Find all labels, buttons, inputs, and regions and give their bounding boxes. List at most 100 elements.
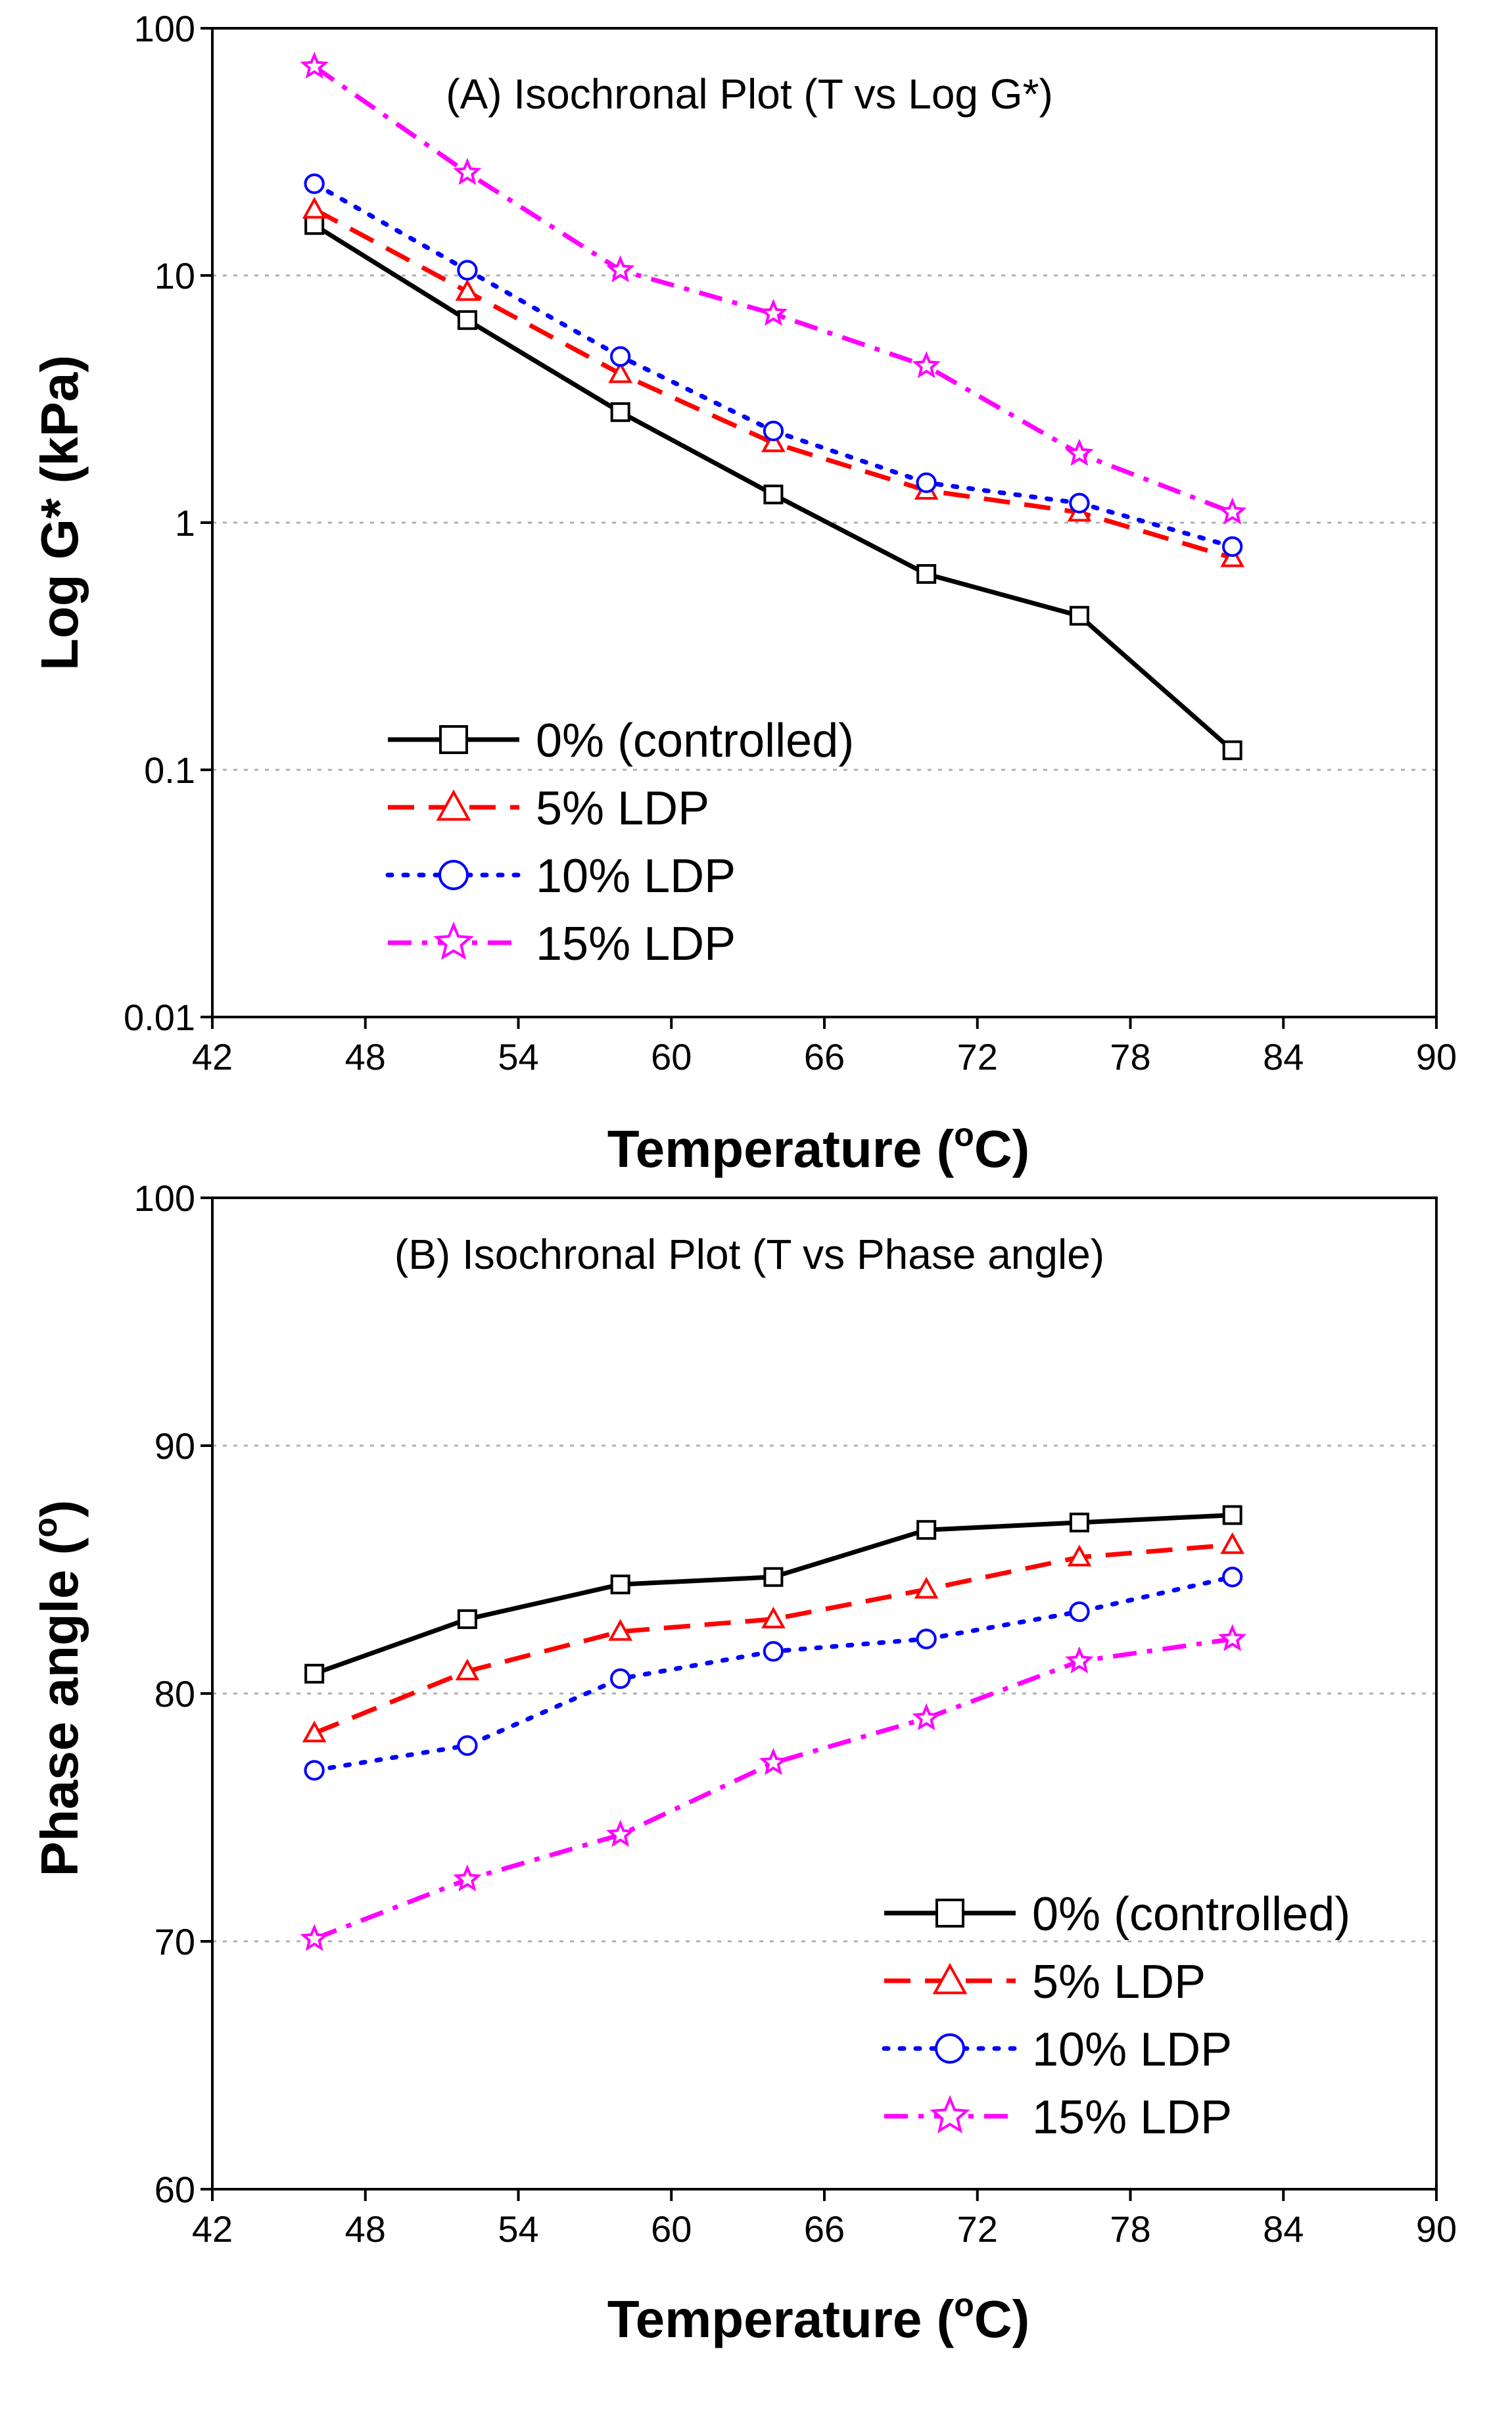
b-data-point <box>304 1760 325 1781</box>
b-data-point <box>1222 1505 1242 1525</box>
panel-b: (B) Isochronal Plot (T vs Phase angle) 4… <box>27 1177 1457 2348</box>
panel-a-legend: 0% (controlled) 5% LDP 10% LDP 15% LDP <box>385 715 854 970</box>
b-legend-label: 15% LDP <box>1032 2091 1232 2144</box>
a-legend-label: 5% LDP <box>536 782 709 835</box>
b-data-point <box>1065 1646 1094 1674</box>
b-data-point <box>916 1520 937 1540</box>
b-data-point <box>455 1659 480 1681</box>
panel-a-title: (A) Isochronal Plot (T vs Log G*) <box>446 70 1053 118</box>
a-legend-label: 15% LDP <box>536 918 736 970</box>
a-data-point <box>912 351 941 379</box>
b-series-3 <box>300 1624 1247 1951</box>
b-x-tick-label: 84 <box>1263 2208 1304 2250</box>
a-legend-label: 10% LDP <box>536 850 736 903</box>
b-legend-marker <box>930 2095 970 2133</box>
panel-b-x-axis-title-degree: o <box>954 2286 974 2323</box>
panel-b-title: (B) Isochronal Plot (T vs Phase angle) <box>394 1231 1104 1278</box>
b-x-tick-label: 60 <box>651 2208 692 2250</box>
b-data-point <box>457 1609 477 1629</box>
panel-a-x-axis-title-degree: o <box>954 1116 974 1153</box>
b-y-tick-label: 70 <box>154 1921 195 1962</box>
b-data-point <box>457 1735 478 1756</box>
a-y-tick-label: 1 <box>175 502 195 544</box>
b-data-point <box>1222 1567 1243 1588</box>
b-data-point <box>453 1864 482 1892</box>
b-x-tick-label: 48 <box>345 2208 386 2250</box>
a-legend-item: 15% LDP <box>388 918 736 970</box>
a-data-point <box>763 485 784 505</box>
b-legend-item: 10% LDP <box>882 2024 1232 2076</box>
b-data-point <box>1218 1624 1247 1651</box>
panel-b-y-axis-title-unit: ) <box>30 1500 89 1518</box>
b-data-point <box>1069 1601 1090 1623</box>
a-y-tick-label: 10 <box>154 255 195 296</box>
b-data-point <box>916 1628 937 1649</box>
b-series-1 <box>302 1532 1245 1743</box>
b-x-tick-label: 90 <box>1416 2208 1457 2250</box>
b-data-point <box>1220 1532 1245 1554</box>
b-legend-marker <box>935 2033 965 2064</box>
b-y-tick-label: 60 <box>154 2169 195 2210</box>
a-x-tick-label: 60 <box>651 1036 692 1078</box>
a-data-point <box>300 51 329 79</box>
a-data-point <box>457 310 477 330</box>
b-legend-label: 10% LDP <box>1032 2024 1232 2076</box>
b-x-tick-label: 66 <box>804 2208 845 2250</box>
b-legend-marker <box>932 1962 968 1995</box>
b-legend-marker <box>935 1899 964 1928</box>
b-data-point <box>1067 1544 1092 1567</box>
b-data-point <box>1069 1512 1089 1532</box>
a-data-point <box>455 279 480 301</box>
a-data-point <box>916 472 937 493</box>
a-data-point <box>1069 492 1090 513</box>
b-data-point <box>610 1575 630 1595</box>
a-data-point <box>1065 438 1094 466</box>
b-x-tick-label: 42 <box>192 2208 233 2250</box>
a-legend-marker <box>438 860 469 890</box>
panel-b-y-axis-title: Phase angle (o) <box>27 1500 89 1877</box>
a-data-point <box>763 420 784 442</box>
panel-b-series <box>300 1505 1247 1951</box>
b-data-point <box>302 1720 327 1743</box>
b-legend-item: 5% LDP <box>884 1956 1206 2008</box>
b-x-tick-label: 78 <box>1110 2208 1150 2250</box>
a-data-point <box>302 197 327 219</box>
a-x-tick-label: 84 <box>1263 1036 1304 1078</box>
a-legend-item: 10% LDP <box>385 850 736 903</box>
a-y-tick-label: 0.1 <box>144 749 195 791</box>
panel-a-series <box>300 51 1247 761</box>
b-data-point <box>761 1606 786 1628</box>
b-y-tick-label: 90 <box>154 1425 195 1467</box>
a-x-tick-label: 42 <box>192 1036 233 1078</box>
panel-a: (A) Isochronal Plot (T vs Log G*) 42 48 54… <box>30 8 1457 1178</box>
a-y-tick-label: 100 <box>134 8 195 49</box>
b-y-tick-label: 80 <box>154 1673 195 1715</box>
a-data-point <box>1069 605 1089 626</box>
b-data-point <box>914 1576 939 1599</box>
panel-a-x-axis-title: Temperature (oC) <box>607 1116 1030 1178</box>
a-data-point <box>1222 740 1242 761</box>
a-series-2 <box>304 173 1243 557</box>
b-data-point <box>304 1663 325 1684</box>
a-data-point <box>606 255 635 283</box>
b-data-point <box>759 1747 788 1776</box>
a-x-tick-label: 54 <box>498 1036 538 1078</box>
b-legend-item: 0% (controlled) <box>884 1888 1350 1941</box>
panel-a-y-ticks: 0.01 0.1 1 10 100 <box>124 8 212 1038</box>
b-data-point <box>912 1703 941 1731</box>
a-series-0 <box>304 215 1242 761</box>
a-x-tick-label: 78 <box>1110 1036 1150 1078</box>
b-data-point <box>608 1619 633 1641</box>
a-legend-label: 0% (controlled) <box>536 715 854 767</box>
a-legend-marker <box>439 725 468 754</box>
b-data-point <box>763 1641 784 1662</box>
b-data-point <box>300 1924 329 1951</box>
a-data-point <box>1220 545 1245 567</box>
a-series-3 <box>300 51 1247 525</box>
b-y-tick-label: 100 <box>134 1177 195 1219</box>
b-data-point <box>610 1668 631 1690</box>
a-data-point <box>304 215 325 235</box>
a-x-tick-label: 48 <box>345 1036 386 1078</box>
